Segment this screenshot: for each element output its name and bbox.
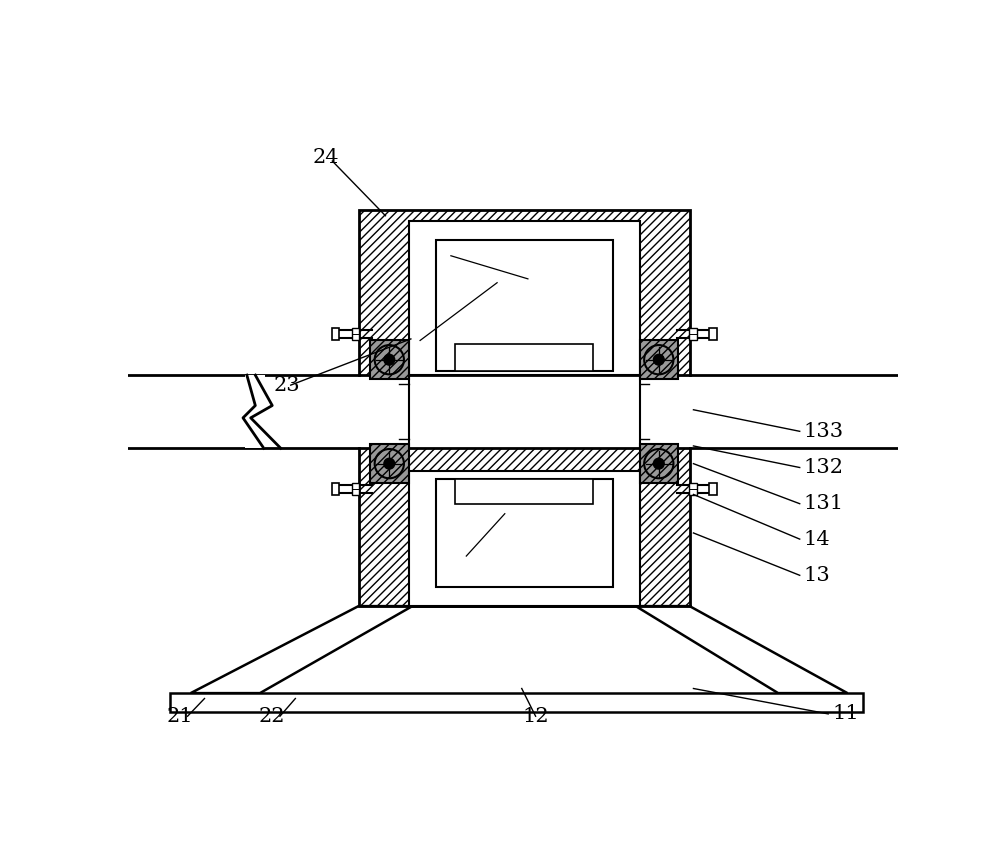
Text: 11: 11 [832,705,859,723]
Circle shape [653,354,664,365]
Bar [409,471,640,606]
Text: 13: 13 [804,566,830,585]
Bar [352,328,359,340]
Text: 132: 132 [804,458,844,477]
Bar [455,479,593,504]
Text: 22: 22 [259,706,286,726]
Polygon shape [191,606,412,693]
Bar [709,328,717,340]
Text: 23: 23 [274,376,300,394]
Bar [409,221,640,375]
Bar [352,483,359,495]
Bar [455,344,593,371]
Text: 12: 12 [522,706,549,726]
Bar [436,240,613,371]
Bar [128,375,898,449]
Bar [332,483,339,495]
Text: 24: 24 [313,148,339,167]
Bar [436,479,613,587]
Text: 133: 133 [804,421,844,441]
Text: 21: 21 [167,706,193,726]
Bar [640,444,678,483]
Bar [358,209,690,606]
Bar [640,340,678,379]
Text: 131: 131 [804,494,844,513]
Bar [709,483,717,495]
Bar [689,328,697,340]
Bar [689,483,697,495]
Circle shape [384,458,395,469]
Bar [245,375,265,449]
Bar [170,693,863,712]
Text: 14: 14 [804,530,830,549]
Bar [370,444,409,483]
Polygon shape [636,606,847,693]
Circle shape [653,458,664,469]
Bar [370,340,409,379]
Bar [332,328,339,340]
Circle shape [384,354,395,365]
